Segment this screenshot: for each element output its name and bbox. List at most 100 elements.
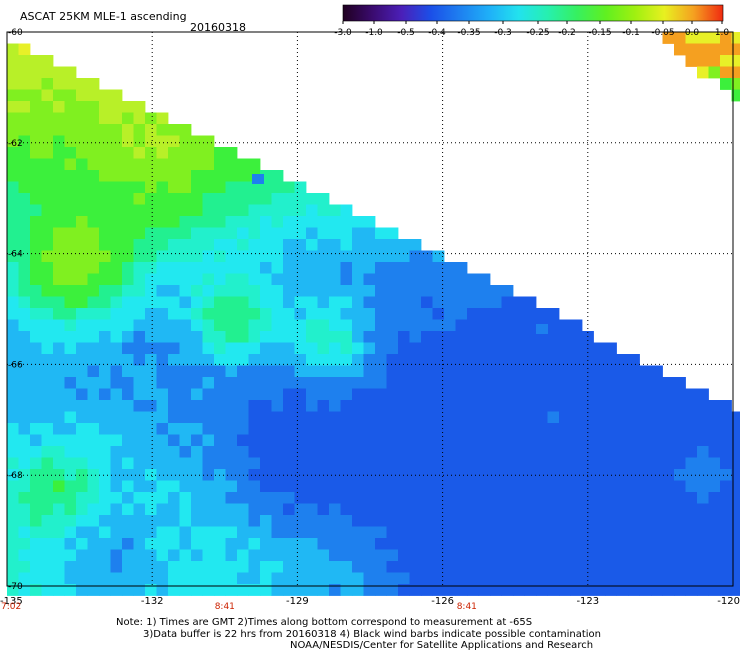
swath-cell <box>168 297 180 309</box>
swath-cell <box>306 561 318 573</box>
swath-cell <box>157 515 169 527</box>
swath-cell <box>42 550 54 562</box>
swath-cell <box>76 124 88 136</box>
swath-cell <box>490 515 502 527</box>
swath-cell <box>42 136 54 148</box>
swath-cell <box>19 377 31 389</box>
swath-cell <box>697 492 709 504</box>
swath-cell <box>433 285 445 297</box>
swath-cell <box>341 297 353 309</box>
swath-cell <box>674 446 686 458</box>
swath-cell <box>686 400 698 412</box>
swath-cell <box>387 550 399 562</box>
swath-cell <box>525 515 537 527</box>
swath-cell <box>19 492 31 504</box>
swath-cell <box>341 216 353 228</box>
swath-cell <box>42 205 54 217</box>
swath-cell <box>30 274 42 286</box>
swath-cell <box>111 492 123 504</box>
swath-cell <box>295 228 307 240</box>
swath-cell <box>421 527 433 539</box>
swath-cell <box>99 423 111 435</box>
swath-cell <box>111 389 123 401</box>
swath-cell <box>663 550 675 562</box>
swath-cell <box>214 492 226 504</box>
swath-cell <box>387 377 399 389</box>
swath-cell <box>329 412 341 424</box>
swath-cell <box>65 159 77 171</box>
swath-cell <box>410 389 422 401</box>
swath-cell <box>134 561 146 573</box>
swath-cell <box>720 400 732 412</box>
swath-cell <box>364 262 376 274</box>
swath-cell <box>145 561 157 573</box>
swath-cell <box>709 481 721 493</box>
swath-cell <box>559 331 571 343</box>
swath-cell <box>134 377 146 389</box>
swath-cell <box>76 366 88 378</box>
swath-cell <box>88 400 100 412</box>
swath-cell <box>467 331 479 343</box>
swath-cell <box>214 182 226 194</box>
swath-cell <box>341 205 353 217</box>
swath-cell <box>352 343 364 355</box>
swath-cell <box>157 147 169 159</box>
swath-cell <box>617 561 629 573</box>
swath-cell <box>306 377 318 389</box>
swath-cell <box>168 124 180 136</box>
swath-cell <box>30 561 42 573</box>
swath-cell <box>467 400 479 412</box>
swath-cell <box>191 251 203 263</box>
swath-cell <box>226 412 238 424</box>
swath-cell <box>628 469 640 481</box>
swath-cell <box>329 228 341 240</box>
swath-cell <box>559 320 571 332</box>
swath-cell <box>180 170 192 182</box>
swath-cell <box>352 573 364 585</box>
swath-cell <box>272 423 284 435</box>
swath-cell <box>640 377 652 389</box>
swath-cell <box>249 550 261 562</box>
swath-cell <box>53 297 65 309</box>
swath-cell <box>697 550 709 562</box>
swath-cell <box>122 412 134 424</box>
swath-cell <box>674 550 686 562</box>
swath-cell <box>214 228 226 240</box>
swath-cell <box>525 469 537 481</box>
swath-cell <box>410 297 422 309</box>
swath-cell <box>180 251 192 263</box>
swath-cell <box>249 216 261 228</box>
swath-cell <box>260 458 272 470</box>
swath-cell <box>456 331 468 343</box>
swath-cell <box>283 308 295 320</box>
swath-cell <box>674 400 686 412</box>
swath-cell <box>53 67 65 79</box>
swath-cell <box>375 320 387 332</box>
swath-cell <box>249 354 261 366</box>
swath-cell <box>157 182 169 194</box>
swath-cell <box>341 538 353 550</box>
swath-cell <box>559 400 571 412</box>
swath-cell <box>640 469 652 481</box>
colorbar-tick-label: -0.1 <box>622 28 640 38</box>
swath-cell <box>111 147 123 159</box>
swath-cell <box>594 458 606 470</box>
swath-cell <box>272 170 284 182</box>
swath-cell <box>30 216 42 228</box>
swath-cell <box>421 343 433 355</box>
swath-cell <box>30 182 42 194</box>
swath-cell <box>111 458 123 470</box>
swath-cell <box>203 354 215 366</box>
swath-cell <box>444 262 456 274</box>
swath-cell <box>352 274 364 286</box>
swath-cell <box>617 446 629 458</box>
swath-cell <box>203 412 215 424</box>
swath-cell <box>19 205 31 217</box>
swath-cell <box>168 251 180 263</box>
swath-cell <box>421 251 433 263</box>
swath-cell <box>260 239 272 251</box>
swath-cell <box>295 274 307 286</box>
swath-cell <box>364 239 376 251</box>
swath-cell <box>525 412 537 424</box>
swath-cell <box>548 446 560 458</box>
